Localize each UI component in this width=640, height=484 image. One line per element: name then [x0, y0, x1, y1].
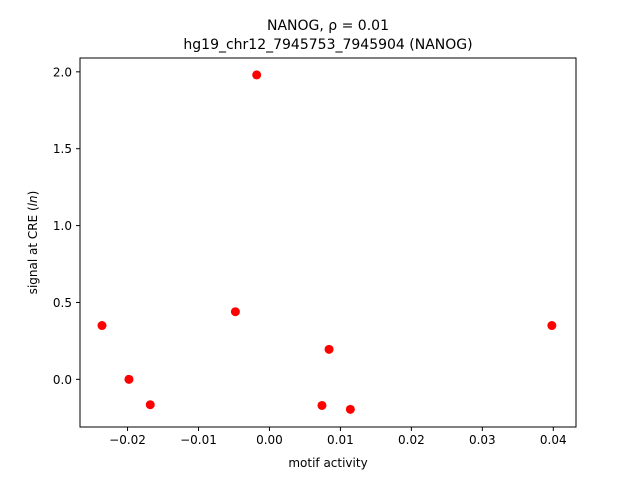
data-point: [324, 344, 334, 354]
data-point: [145, 400, 155, 410]
data-point: [547, 321, 557, 331]
data-point: [345, 404, 355, 414]
x-tick-label: 0.00: [256, 433, 283, 447]
x-tick-label: 0.04: [540, 433, 567, 447]
data-point: [230, 307, 240, 317]
x-tick-label: −0.02: [109, 433, 146, 447]
y-axis-label: signal at CRE (ln): [26, 191, 40, 295]
data-point: [252, 70, 262, 80]
x-tick-label: 0.01: [327, 433, 354, 447]
y-tick-label: 2.0: [53, 65, 72, 79]
x-axis-ticks: −0.02 −0.01 0.00 0.01 0.02 0.03 0.04: [109, 427, 567, 447]
data-point: [97, 321, 107, 331]
y-axis-ticks: 0.0 0.5 1.0 1.5 2.0: [53, 65, 80, 387]
x-axis-label: motif activity: [288, 456, 367, 470]
y-tick-label: 0.5: [53, 296, 72, 310]
chart-title-line1: NANOG, ρ = 0.01: [267, 18, 389, 34]
x-tick-label: 0.02: [398, 433, 425, 447]
y-tick-label: 1.0: [53, 219, 72, 233]
y-axis-label-prefix: signal at CRE (: [26, 206, 40, 294]
plot-frame: [79, 57, 577, 428]
points-layer: [97, 70, 557, 414]
plot-background: [80, 58, 576, 427]
y-axis-label-suffix: ): [26, 191, 40, 196]
data-point: [317, 400, 327, 410]
x-tick-label: −0.01: [180, 433, 217, 447]
x-tick-label: 0.03: [469, 433, 496, 447]
y-tick-label: 0.0: [53, 373, 72, 387]
y-tick-label: 1.5: [53, 142, 72, 156]
chart-title-line2: hg19_chr12_7945753_7945904 (NANOG): [183, 37, 472, 53]
data-point: [124, 374, 134, 384]
y-axis-label-italic: ln: [26, 195, 40, 206]
